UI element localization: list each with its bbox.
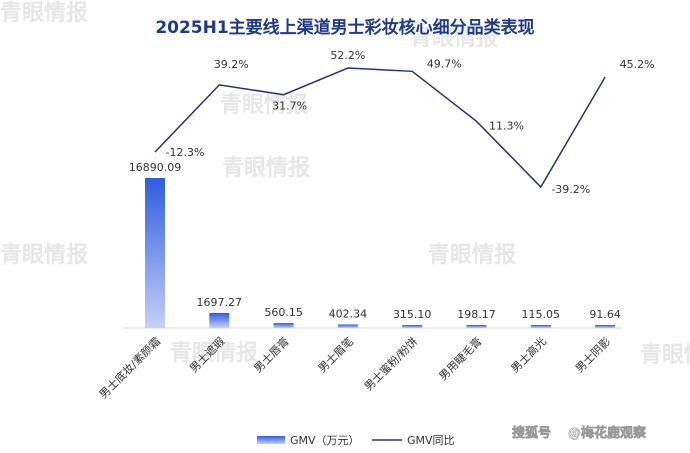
- growth-value-label: -39.2%: [551, 183, 590, 196]
- bar: [595, 325, 616, 328]
- growth-value-label: 49.7%: [427, 57, 462, 70]
- bar-value-label: 402.34: [329, 307, 368, 320]
- growth-value-label: 11.3%: [489, 119, 524, 132]
- growth-value-label: 39.2%: [214, 58, 249, 71]
- growth-value-label: 31.7%: [272, 100, 307, 113]
- category-label: 男士眉笔: [315, 334, 356, 375]
- growth-value-label: 45.2%: [620, 58, 655, 71]
- bar-value-label: 91.64: [589, 308, 621, 321]
- bar-value-labels: 16890.09 1697.27 560.15 402.34 315.10 198.17 1…: [129, 161, 621, 321]
- category-label: 男士蜜粉/粉饼: [361, 334, 420, 393]
- credit-platform: 搜狐号: [512, 425, 551, 441]
- legend: GMV（万元） GMV同比: [257, 434, 455, 447]
- bar: [145, 178, 165, 328]
- bar-value-label: 198.17: [457, 308, 496, 321]
- growth-value-label: -12.3%: [166, 146, 205, 159]
- watermark: 青眼情报: [428, 242, 516, 268]
- category-label: 男士底妆/素颜霜: [96, 334, 163, 401]
- credit: 搜狐号 @梅花鹿观察: [512, 425, 648, 442]
- credit-text: @梅花鹿观察: [568, 425, 647, 441]
- watermark: 青眼情报: [640, 342, 690, 368]
- growth-value-label: 52.2%: [330, 49, 365, 62]
- growth-labels: -12.3% 39.2% 31.7% 52.2% 49.7% 11.3% -39.2% 45.…: [166, 49, 655, 196]
- bar: [209, 312, 230, 328]
- category-label: 男士阴影: [573, 335, 613, 375]
- bar: [530, 325, 551, 328]
- legend-bar-label: GMV（万元）: [290, 434, 360, 447]
- watermark: 青眼情报: [0, 0, 88, 26]
- watermark: 青眼情报: [0, 242, 88, 268]
- growth-line: [154, 67, 606, 189]
- watermark: 青眼情报: [222, 155, 310, 181]
- watermark: 青眼情报: [410, 25, 498, 51]
- bar-value-label: 560.15: [264, 306, 303, 319]
- chart-title: 2025H1主要线上渠道男士彩妆核心细分品类表现: [155, 17, 534, 38]
- bar: [466, 325, 487, 328]
- legend-line-label: GMV同比: [407, 434, 455, 447]
- bar: [402, 325, 423, 328]
- bar-value-label: 16890.09: [129, 161, 182, 174]
- legend-bar-swatch: [257, 436, 285, 444]
- bar-value-label: 1697.27: [197, 296, 243, 309]
- watermark-layer: 青眼情报 青眼情报 青眼情报 青眼情报 青眼情报 青眼情报 青眼情报 青眼情报: [0, 0, 690, 368]
- category-label: 男用睫毛膏: [436, 334, 485, 383]
- watermark: 青眼情报: [170, 340, 258, 366]
- category-label: 男士高光: [508, 334, 549, 375]
- bar-value-label: 115.05: [522, 308, 561, 321]
- bar: [273, 323, 294, 328]
- watermark: 青眼情报: [220, 92, 308, 118]
- bar-value-label: 315.10: [393, 308, 432, 321]
- bar: [337, 324, 358, 328]
- bar-series: [145, 178, 616, 328]
